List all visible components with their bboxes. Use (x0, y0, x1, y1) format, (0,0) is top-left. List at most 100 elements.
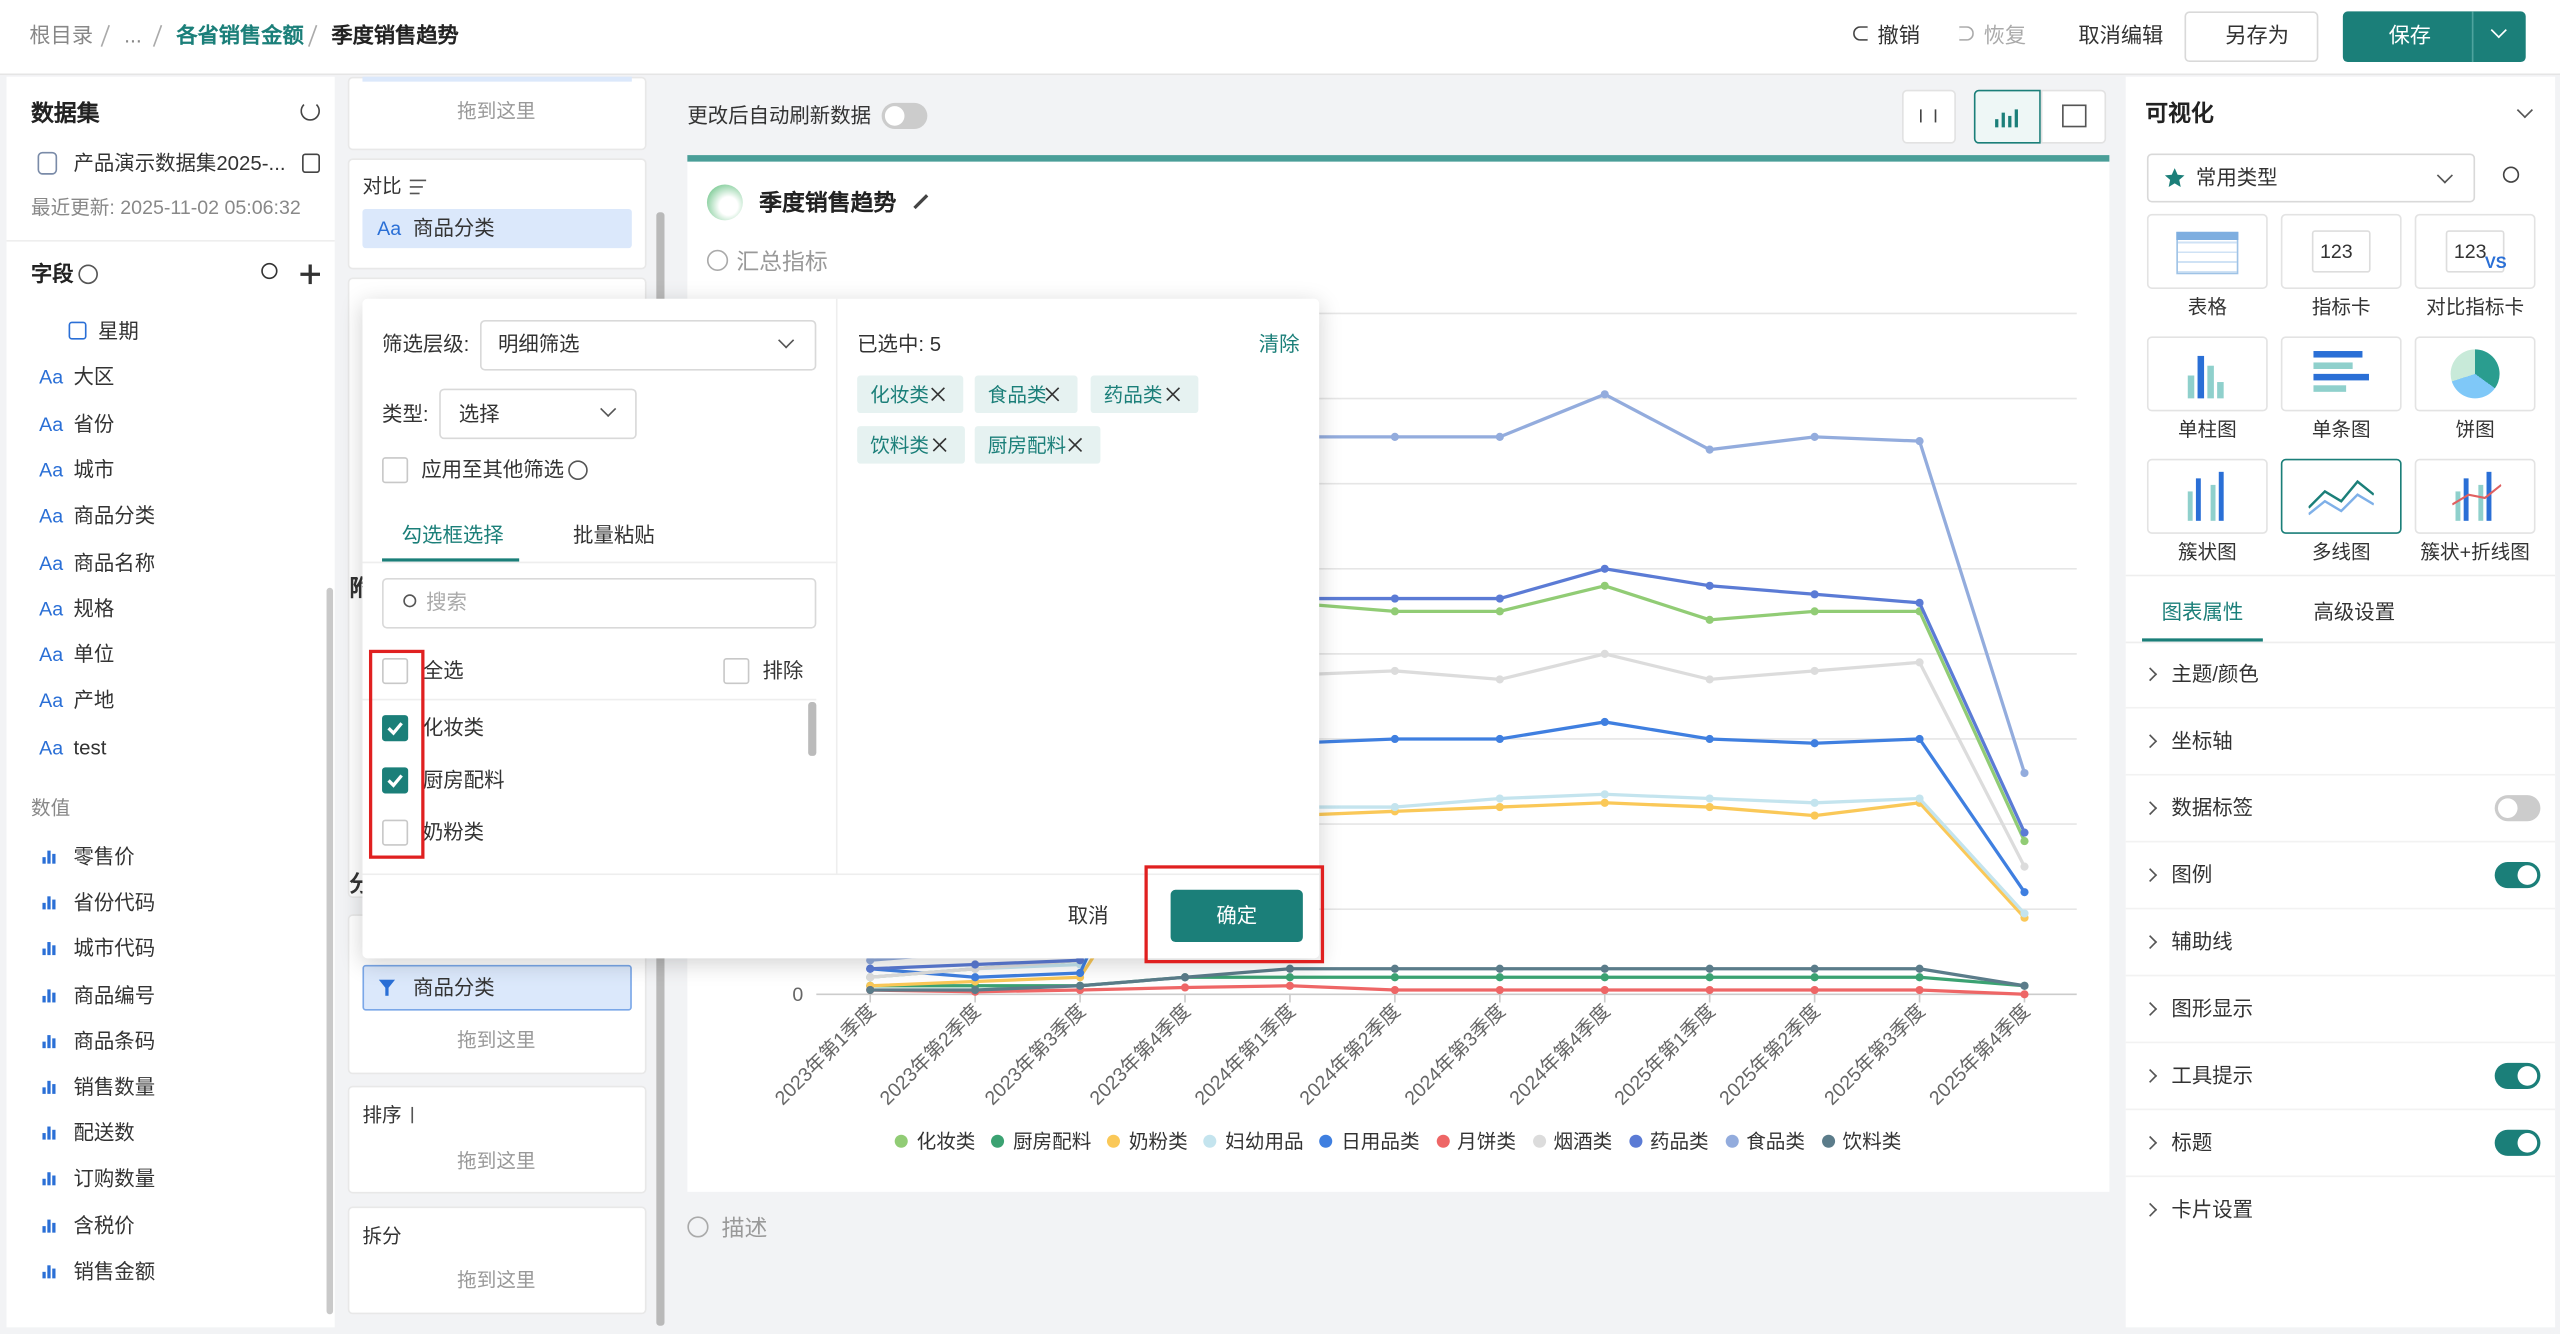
setting-label[interactable]: 坐标轴 (2171, 729, 2233, 753)
type-select[interactable] (439, 388, 637, 440)
search-box[interactable] (382, 577, 817, 629)
field-item[interactable]: 规格 (73, 597, 115, 621)
field-item[interactable]: 商品名称 (73, 551, 156, 574)
table-icon (2062, 104, 2087, 128)
series-point (1705, 675, 1714, 684)
selected-tag[interactable] (857, 375, 964, 414)
setting-label[interactable]: 图例 (2171, 863, 2213, 887)
save-as-label: 另存为 (2225, 22, 2290, 48)
legend-item[interactable]: 药品类 (1628, 1127, 1709, 1155)
legend-item[interactable]: 妇幼用品 (1204, 1127, 1304, 1155)
search-icon[interactable] (2502, 166, 2520, 183)
setting-label[interactable]: 主题/颜色 (2171, 662, 2259, 686)
measure-icon (42, 1225, 46, 1232)
level-select[interactable] (479, 320, 817, 371)
field-item[interactable]: 城市代码 (73, 937, 156, 961)
setting-label[interactable]: 工具提示 (2171, 1064, 2254, 1088)
breadcrumb-item[interactable]: 根目录 (29, 22, 94, 48)
cancel-button[interactable]: 取消 (1067, 904, 1109, 928)
filter-tab[interactable]: 勾选框选择 (401, 524, 504, 547)
selected-tag[interactable] (857, 426, 965, 464)
legend-item[interactable]: 烟酒类 (1532, 1127, 1612, 1155)
option-checkbox[interactable] (382, 767, 409, 794)
legend-item[interactable]: 月饼类 (1435, 1127, 1516, 1155)
legend-item[interactable]: 饮料类 (1821, 1127, 1901, 1155)
drop-hint: 拖到这里 (457, 1149, 536, 1173)
field-item[interactable]: 商品分类 (73, 504, 156, 528)
compare-chip[interactable] (362, 208, 632, 249)
select-all-checkbox[interactable] (382, 657, 409, 685)
field-item[interactable]: 城市 (73, 458, 115, 482)
chart-type-card[interactable] (2280, 458, 2402, 534)
apply-others-checkbox[interactable] (382, 457, 409, 484)
plus-circle-icon (706, 249, 729, 272)
filter-chip[interactable] (362, 964, 632, 1011)
describe-label[interactable]: 描述 (721, 1214, 768, 1241)
setting-label[interactable]: 辅助线 (2171, 930, 2233, 954)
field-item[interactable]: 销售金额 (73, 1260, 156, 1283)
setting-label[interactable]: 卡片设置 (2171, 1198, 2254, 1222)
field-item[interactable]: 零售价 (73, 845, 135, 869)
property-tab[interactable]: 图表属性 (2161, 600, 2244, 624)
field-item[interactable]: 大区 (73, 366, 115, 390)
setting-label[interactable]: 数据标签 (2171, 796, 2254, 820)
chart-type-card[interactable] (2280, 213, 2402, 289)
chart-type-label: 簇状+折线图 (2420, 540, 2530, 564)
setting-label[interactable]: 标题 (2171, 1131, 2213, 1155)
field-item[interactable]: 省份代码 (73, 891, 156, 915)
field-item[interactable]: 星期 (97, 320, 139, 343)
field-item[interactable]: 配送数 (73, 1121, 135, 1145)
exclude-checkbox[interactable] (723, 657, 750, 685)
field-item[interactable]: 省份 (73, 412, 115, 436)
series-point (1600, 798, 1609, 807)
type-select[interactable] (2146, 153, 2476, 203)
option-checkbox[interactable] (382, 819, 409, 846)
y-tick-label: 0 (792, 984, 803, 1006)
option-checkbox[interactable] (382, 715, 409, 742)
cancel-edit-button[interactable]: 取消编辑 (2078, 22, 2164, 48)
chart-type-card[interactable] (2146, 458, 2268, 534)
table-view-button[interactable] (2040, 89, 2107, 144)
field-item[interactable]: 商品条码 (73, 1029, 156, 1053)
field-item[interactable]: 订购数量 (73, 1167, 156, 1191)
legend-item[interactable]: 日用品类 (1319, 1127, 1420, 1155)
field-item[interactable]: 商品编号 (73, 983, 156, 1007)
code-view-button[interactable] (1902, 89, 1956, 144)
setting-divider (2125, 1175, 2556, 1178)
chart-title: 季度销售趋势 (759, 189, 897, 216)
selected-tag[interactable] (974, 426, 1101, 464)
redo-button[interactable]: 恢复 (1983, 22, 2027, 48)
dataset-icon (37, 151, 58, 175)
refresh-icon[interactable] (300, 101, 320, 121)
filter-tab[interactable]: 批量粘贴 (573, 524, 655, 547)
undo-button[interactable]: 撤销 (1877, 22, 1921, 48)
save-button[interactable] (2342, 11, 2526, 63)
selected-tag[interactable] (1090, 375, 1199, 414)
breadcrumb-item[interactable]: ... (124, 22, 142, 48)
chart-view-button[interactable] (1973, 89, 2041, 144)
field-item[interactable]: 销售数量 (73, 1075, 156, 1099)
field-search-icon[interactable] (261, 262, 278, 280)
field-item[interactable]: 含税价 (73, 1214, 135, 1237)
setting-label[interactable]: 图形显示 (2171, 997, 2254, 1021)
clear-button[interactable]: 清除 (1258, 333, 1300, 356)
field-item[interactable]: 产地 (73, 689, 115, 713)
legend-item[interactable]: 食品类 (1724, 1127, 1805, 1155)
sort-icon (411, 1106, 414, 1124)
legend-item[interactable]: 奶粉类 (1107, 1127, 1188, 1155)
chart-type-card[interactable] (2414, 213, 2536, 289)
measure-icon (47, 942, 51, 956)
field-item[interactable]: 单位 (73, 643, 115, 667)
series-point (1810, 590, 1819, 599)
property-tab[interactable]: 高级设置 (2313, 600, 2396, 624)
summary-label[interactable]: 汇总指标 (736, 248, 828, 275)
selected-tag[interactable] (974, 375, 1078, 414)
field-item[interactable]: test (73, 735, 107, 759)
legend-item[interactable]: 化妆类 (895, 1127, 975, 1155)
breadcrumb-item[interactable]: 各省销售金额 (176, 22, 304, 48)
measure-icon (52, 1176, 56, 1186)
dataset-search-icon[interactable] (302, 153, 320, 174)
legend-item[interactable]: 厨房配料 (991, 1127, 1091, 1155)
confirm-button[interactable] (1170, 889, 1303, 943)
save-as-button[interactable] (2184, 11, 2319, 63)
